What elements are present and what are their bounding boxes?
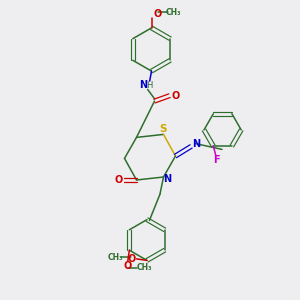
Text: H: H <box>146 81 152 90</box>
Text: CH₃: CH₃ <box>165 8 181 17</box>
Text: O: O <box>114 175 122 185</box>
Text: O: O <box>154 9 162 20</box>
Text: CH₃: CH₃ <box>136 263 152 272</box>
Text: S: S <box>160 124 167 134</box>
Text: O: O <box>171 91 180 101</box>
Text: N: N <box>163 173 171 184</box>
Text: N: N <box>139 80 147 91</box>
Text: O: O <box>124 261 132 271</box>
Text: O: O <box>127 254 136 264</box>
Text: N: N <box>192 139 201 149</box>
Text: CH₃: CH₃ <box>108 253 123 262</box>
Text: F: F <box>213 154 220 164</box>
